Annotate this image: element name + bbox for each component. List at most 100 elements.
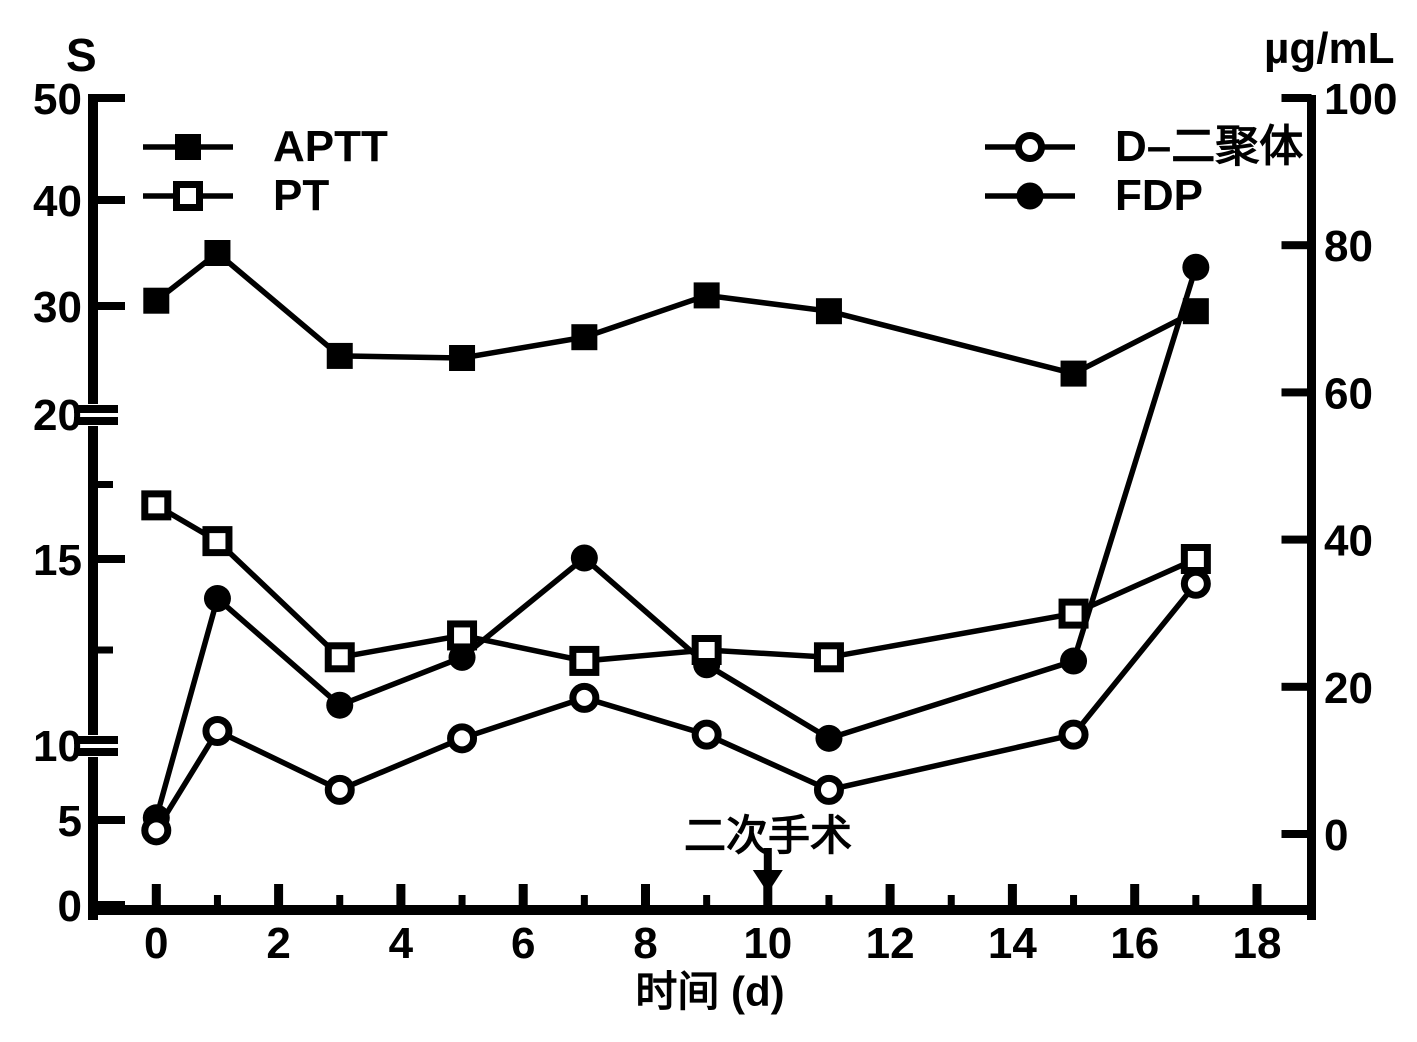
x-axis-title: 时间 (d) bbox=[635, 968, 785, 1015]
x-tick-label: 18 bbox=[1233, 919, 1282, 968]
x-minor-tick bbox=[336, 895, 344, 910]
PT-point-d0 bbox=[141, 490, 172, 521]
x-tick-label: 14 bbox=[988, 919, 1037, 968]
x-tick-label: 12 bbox=[866, 919, 915, 968]
surgery-arrow-icon bbox=[752, 870, 783, 893]
APTT-point-d0 bbox=[143, 287, 170, 314]
axis-break-mark bbox=[74, 736, 118, 744]
left-minor-tick bbox=[93, 481, 113, 488]
x-major-tick bbox=[518, 884, 528, 910]
left-tick-label: 10 bbox=[33, 722, 82, 771]
legend-open-square bbox=[173, 180, 203, 211]
legend-left: APTT PT bbox=[143, 122, 388, 220]
D–二聚体-point-d3 bbox=[324, 774, 355, 805]
left-axis-unit: S bbox=[66, 29, 97, 81]
left-tick bbox=[93, 816, 125, 824]
surgery-arrow-icon bbox=[763, 848, 772, 876]
right-tick-label: 20 bbox=[1324, 664, 1373, 713]
filled-square-icon bbox=[143, 133, 233, 160]
x-minor-tick bbox=[1070, 895, 1078, 910]
right-tick-label: 40 bbox=[1324, 517, 1373, 566]
left-tick-label: 15 bbox=[33, 536, 82, 585]
APTT-point-d5 bbox=[449, 345, 476, 371]
right-tick bbox=[1281, 94, 1312, 102]
PT-point-d5 bbox=[447, 620, 478, 651]
x-minor-tick bbox=[1192, 895, 1200, 910]
FDP-point-d3 bbox=[326, 691, 354, 719]
PT-point-d17 bbox=[1180, 544, 1211, 574]
x-major-tick bbox=[763, 884, 773, 910]
D–二聚体-point-d11 bbox=[813, 774, 844, 805]
APTT-point-d7 bbox=[571, 324, 598, 351]
legend-item-pt: PT bbox=[143, 171, 388, 220]
right-tick bbox=[1281, 535, 1312, 544]
FDP-point-d5 bbox=[448, 643, 476, 671]
FDP-point-d1 bbox=[203, 584, 231, 612]
legend-item-aptt: APTT bbox=[143, 122, 388, 171]
APTT-point-d1 bbox=[204, 240, 231, 266]
x-major-tick bbox=[274, 884, 284, 910]
x-tick-label: 2 bbox=[266, 919, 290, 968]
APTT-point-d11 bbox=[815, 298, 842, 325]
legend-open-circle bbox=[1015, 131, 1045, 162]
x-tick-label: 6 bbox=[511, 919, 535, 968]
filled-circle-icon bbox=[985, 182, 1075, 209]
D–二聚体-point-d5 bbox=[447, 723, 478, 754]
axis-break-mark bbox=[74, 748, 118, 756]
FDP-point-d11 bbox=[815, 724, 843, 752]
legend-right: D–二聚体 FDP bbox=[985, 122, 1303, 220]
APTT-line bbox=[154, 249, 1198, 377]
open-square-icon bbox=[143, 180, 233, 211]
second-surgery-annotation: 二次手术 bbox=[683, 812, 852, 859]
left-tick bbox=[93, 94, 125, 102]
PT-point-d7 bbox=[569, 645, 600, 676]
left-tick-label: 50 bbox=[33, 75, 82, 124]
x-major-tick bbox=[151, 884, 161, 910]
x-major-tick bbox=[396, 884, 406, 910]
axis-break-mark bbox=[74, 405, 118, 413]
left-tick bbox=[93, 196, 125, 204]
PT-point-d11 bbox=[813, 642, 844, 673]
APTT-point-d17 bbox=[1182, 298, 1209, 325]
left-tick bbox=[93, 555, 125, 563]
axis-break-mark bbox=[74, 417, 118, 425]
x-major-tick bbox=[641, 884, 650, 910]
FDP-point-d17 bbox=[1182, 253, 1210, 281]
left-axis-line bbox=[88, 94, 98, 920]
FDP-line bbox=[153, 266, 1199, 819]
D–二聚体-point-d15 bbox=[1058, 719, 1089, 750]
x-minor-tick bbox=[825, 895, 833, 910]
APTT-point-d15 bbox=[1060, 360, 1087, 387]
left-tick-label: 30 bbox=[33, 283, 82, 332]
D–二聚体-point-d7 bbox=[569, 682, 600, 713]
left-tick-label: 40 bbox=[33, 177, 82, 226]
x-major-tick bbox=[1007, 884, 1017, 910]
x-minor-tick bbox=[947, 895, 955, 910]
x-minor-tick bbox=[213, 895, 221, 910]
x-minor-tick bbox=[703, 895, 711, 910]
right-tick bbox=[1281, 388, 1312, 397]
left-tick bbox=[93, 901, 125, 909]
D–二聚体-point-d17 bbox=[1180, 568, 1211, 599]
x-minor-tick bbox=[458, 895, 466, 910]
left-tick-label: 0 bbox=[58, 882, 82, 931]
legend-item-ddimer: D–二聚体 bbox=[985, 122, 1303, 171]
left-minor-tick bbox=[93, 646, 113, 654]
right-tick-label: 100 bbox=[1324, 75, 1397, 124]
legend-filled-square bbox=[175, 133, 201, 160]
right-axis-unit: µg/mL bbox=[1264, 24, 1395, 73]
PT-point-d15 bbox=[1058, 598, 1089, 629]
legend-filled-circle bbox=[1016, 182, 1044, 209]
x-major-tick bbox=[885, 884, 895, 910]
PT-point-d9 bbox=[691, 635, 722, 665]
right-tick bbox=[1281, 830, 1312, 838]
PT-point-d1 bbox=[202, 526, 233, 557]
left-tick-label: 5 bbox=[58, 797, 82, 846]
x-tick-label: 4 bbox=[389, 919, 414, 968]
x-axis-line bbox=[88, 905, 1316, 915]
x-tick-label: 16 bbox=[1110, 919, 1159, 968]
legend-label-ddimer: D–二聚体 bbox=[1115, 122, 1304, 171]
x-tick-label: 0 bbox=[144, 919, 168, 968]
